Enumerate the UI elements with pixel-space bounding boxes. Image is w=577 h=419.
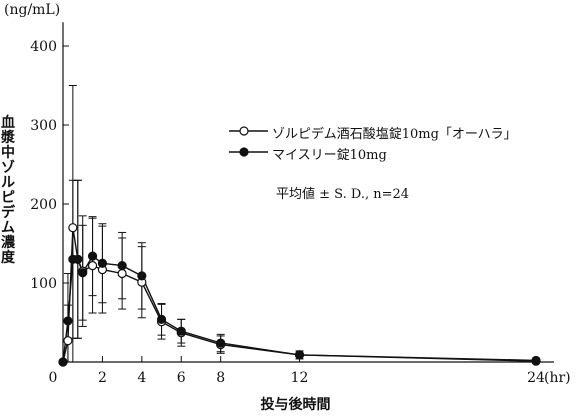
data-point-series-1 bbox=[117, 268, 127, 279]
y-tick-label: 400 bbox=[30, 39, 57, 55]
data-point-series-2 bbox=[63, 316, 73, 326]
y-tick-label: 200 bbox=[30, 197, 57, 213]
x-tick-label: 4 bbox=[137, 370, 146, 386]
data-point-series-2 bbox=[156, 314, 167, 324]
series-line-2 bbox=[62, 255, 537, 363]
data-point-series-2 bbox=[294, 350, 305, 360]
legend-item-series-2: マイスリー錠10mg bbox=[272, 144, 387, 163]
data-point-series-2 bbox=[117, 261, 127, 271]
series-line-1 bbox=[62, 227, 537, 363]
statistics-note: 平均値 ± S. D., n=24 bbox=[276, 187, 410, 202]
series-lines bbox=[62, 227, 537, 363]
legend-label-series-2: マイスリー錠10mg bbox=[272, 148, 387, 163]
data-point-series-1 bbox=[68, 223, 78, 233]
data-point-series-2 bbox=[531, 355, 541, 366]
legend-markers bbox=[229, 126, 268, 157]
x-tick-label: 0 bbox=[49, 370, 58, 386]
x-axis-unit: (hr) bbox=[544, 370, 571, 386]
x-tick-label: 24 bbox=[527, 370, 545, 386]
data-point-series-2 bbox=[137, 271, 147, 281]
legend-marker-series-2 bbox=[239, 147, 249, 157]
x-tick-label: 2 bbox=[98, 370, 107, 386]
data-point-series-2 bbox=[176, 326, 186, 336]
x-axis-label: 投与後時間 bbox=[260, 397, 331, 413]
data-point-series-2 bbox=[97, 258, 108, 268]
y-axis-label: 血漿中ゾルピデム濃度 bbox=[1, 115, 15, 266]
legend-label-series-1: ゾルピデム酒石酸塩錠10mg「オーハラ」 bbox=[272, 127, 517, 142]
x-tick-label: 6 bbox=[177, 370, 186, 386]
data-point-series-2 bbox=[78, 268, 88, 278]
data-point-series-1 bbox=[87, 261, 98, 271]
data-point-series-2 bbox=[87, 251, 98, 261]
data-point-series-2 bbox=[73, 254, 83, 264]
x-tick-label: 8 bbox=[216, 370, 225, 386]
data-point-series-1 bbox=[63, 336, 73, 346]
series-markers bbox=[58, 223, 541, 367]
y-tick-label: 300 bbox=[30, 118, 57, 134]
data-point-series-2 bbox=[58, 357, 68, 367]
legend-item-series-1: ゾルピデム酒石酸塩錠10mg「オーハラ」 bbox=[272, 123, 517, 142]
y-axis-unit: (ng/mL) bbox=[4, 2, 61, 18]
data-point-series-2 bbox=[216, 338, 226, 348]
legend-marker-series-1 bbox=[239, 126, 249, 136]
x-tick-label: 12 bbox=[291, 370, 309, 386]
y-tick-label: 100 bbox=[30, 276, 57, 292]
